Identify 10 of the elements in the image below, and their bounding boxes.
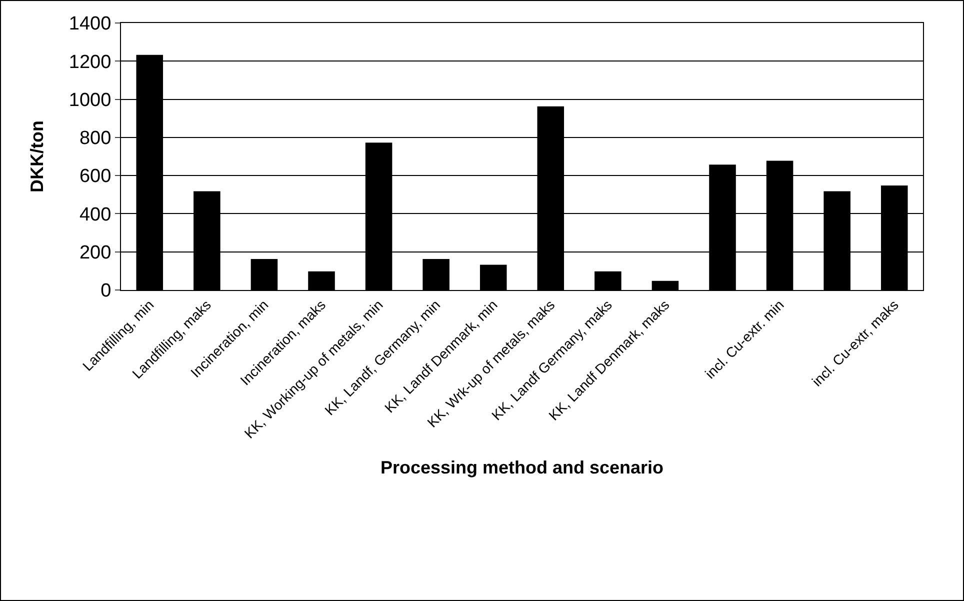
y-tick-label: 1400: [68, 14, 112, 35]
y-tick-label: 200: [79, 242, 112, 264]
y-tick-label: 600: [79, 166, 112, 188]
y-tick-label: 800: [79, 128, 112, 150]
y-axis-title: DKK/ton: [27, 120, 48, 192]
y-tick-label: 1000: [68, 90, 112, 111]
y-tick-label: 400: [79, 204, 112, 226]
y-tick-label: 0: [100, 280, 112, 302]
y-tick-label: 1200: [68, 52, 112, 73]
x-axis-title: Processing method and scenario: [380, 457, 664, 478]
